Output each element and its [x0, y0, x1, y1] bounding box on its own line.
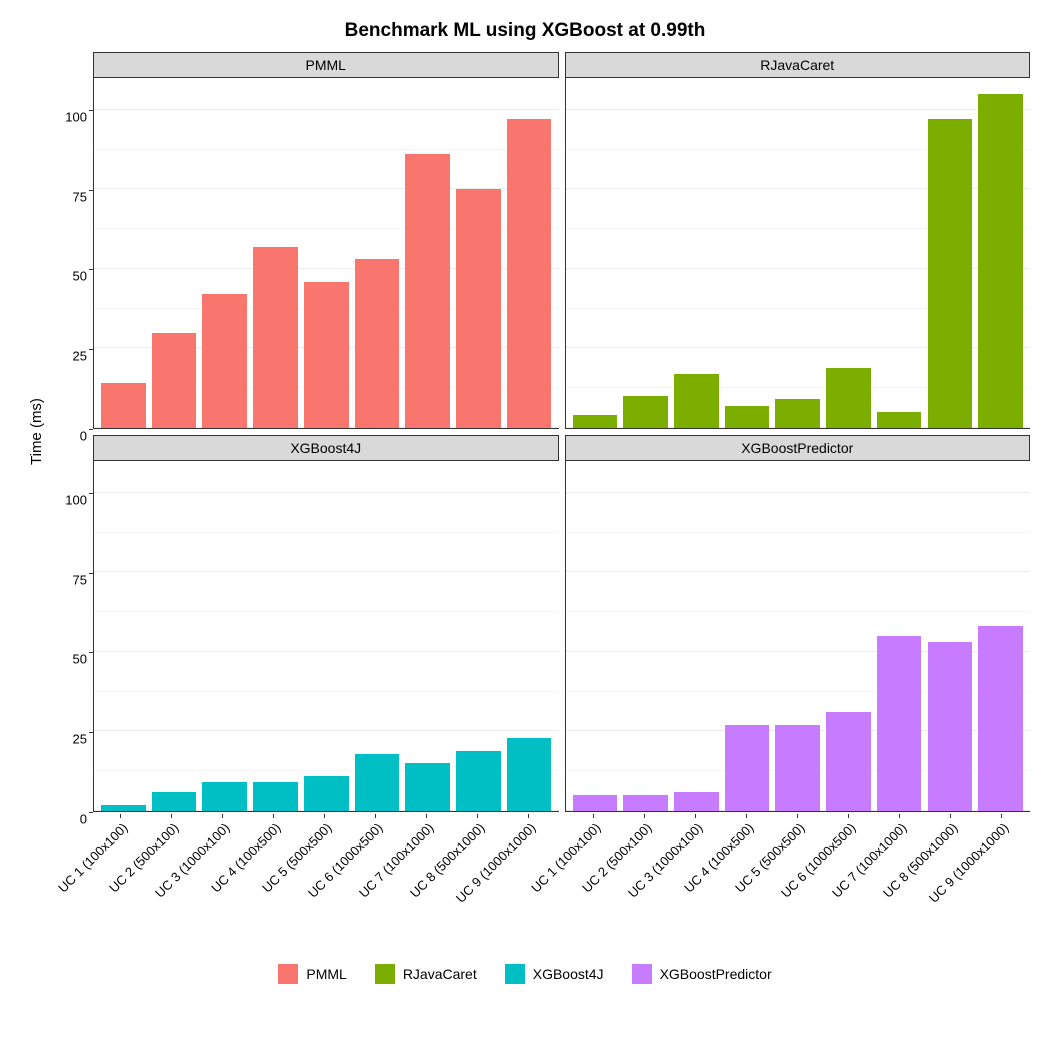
- facet-xgboostpredictor: XGBoostPredictor: [565, 435, 1031, 812]
- bar: [202, 294, 247, 428]
- bar: [928, 642, 973, 811]
- y-tick-label: 25: [73, 732, 87, 747]
- chart-container: Benchmark ML using XGBoost at 0.99th Tim…: [20, 20, 1030, 1030]
- facet-panel: [565, 78, 1031, 429]
- bar: [877, 636, 922, 811]
- facet-grid: PMMLRJavaCaret XGBoost4JXGBoostPredictor: [93, 52, 1030, 812]
- bar: [101, 383, 146, 428]
- bar: [573, 415, 618, 428]
- bar: [202, 782, 247, 811]
- bar: [507, 119, 552, 428]
- legend-swatch: [278, 964, 298, 984]
- bar: [978, 94, 1023, 428]
- y-tick-label: 100: [65, 109, 87, 124]
- bar: [573, 795, 618, 811]
- y-tick-label: 25: [73, 349, 87, 364]
- legend-label: PMML: [306, 966, 346, 982]
- bar: [623, 396, 668, 428]
- bar: [725, 406, 770, 428]
- bar: [826, 368, 871, 428]
- facet-panel: [565, 461, 1031, 812]
- facet-strip: RJavaCaret: [565, 52, 1031, 78]
- bar: [253, 247, 298, 428]
- bar: [405, 763, 450, 811]
- legend-label: XGBoost4J: [533, 966, 604, 982]
- legend-item: XGBoostPredictor: [632, 964, 772, 984]
- bar: [775, 399, 820, 428]
- y-tick-label: 75: [73, 572, 87, 587]
- legend-item: RJavaCaret: [375, 964, 477, 984]
- bar: [405, 154, 450, 428]
- y-tick-label: 0: [80, 812, 87, 827]
- bar: [355, 754, 400, 811]
- x-axis-area: UC 1 (100x100)UC 2 (500x100)UC 3 (1000x1…: [20, 814, 1030, 954]
- y-axis-label: Time (ms): [20, 52, 53, 812]
- legend-label: RJavaCaret: [403, 966, 477, 982]
- bar: [253, 782, 298, 811]
- bar: [456, 751, 501, 811]
- y-tick-label: 100: [65, 492, 87, 507]
- bar: [623, 795, 668, 811]
- bar: [456, 189, 501, 428]
- y-axis-ticks: 0255075100 0255075100: [53, 52, 93, 812]
- legend-swatch: [505, 964, 525, 984]
- legend-label: XGBoostPredictor: [660, 966, 772, 982]
- bar: [152, 792, 197, 811]
- legend-swatch: [375, 964, 395, 984]
- facet-strip: XGBoostPredictor: [565, 435, 1031, 461]
- x-axis-labels: UC 1 (100x100)UC 2 (500x100)UC 3 (1000x1…: [563, 814, 1030, 954]
- x-axis-labels: UC 1 (100x100)UC 2 (500x100)UC 3 (1000x1…: [90, 814, 557, 954]
- legend-item: XGBoost4J: [505, 964, 604, 984]
- bar: [978, 626, 1023, 811]
- facet-rjavacaret: RJavaCaret: [565, 52, 1031, 429]
- bar: [877, 412, 922, 428]
- chart-title: Benchmark ML using XGBoost at 0.99th: [20, 20, 1030, 42]
- bar: [152, 333, 197, 428]
- facet-xgboost4j: XGBoost4J: [93, 435, 559, 812]
- facet-pmml: PMML: [93, 52, 559, 429]
- facet-panel: [93, 78, 559, 429]
- bar: [507, 738, 552, 811]
- legend-item: PMML: [278, 964, 346, 984]
- bar: [826, 712, 871, 811]
- bar: [775, 725, 820, 811]
- bar: [101, 805, 146, 811]
- facet-strip: XGBoost4J: [93, 435, 559, 461]
- facet-strip: PMML: [93, 52, 559, 78]
- bar: [304, 282, 349, 428]
- bar: [928, 119, 973, 428]
- plot-area: Time (ms) 0255075100 0255075100 PMMLRJav…: [20, 52, 1030, 812]
- facet-panel: [93, 461, 559, 812]
- bar: [304, 776, 349, 811]
- y-tick-label: 50: [73, 652, 87, 667]
- bar: [355, 259, 400, 428]
- y-tick-label: 50: [73, 269, 87, 284]
- y-tick-label: 75: [73, 189, 87, 204]
- legend-swatch: [632, 964, 652, 984]
- bar: [674, 374, 719, 428]
- bar: [674, 792, 719, 811]
- bar: [725, 725, 770, 811]
- legend: PMML RJavaCaret XGBoost4J XGBoostPredictor: [20, 964, 1030, 984]
